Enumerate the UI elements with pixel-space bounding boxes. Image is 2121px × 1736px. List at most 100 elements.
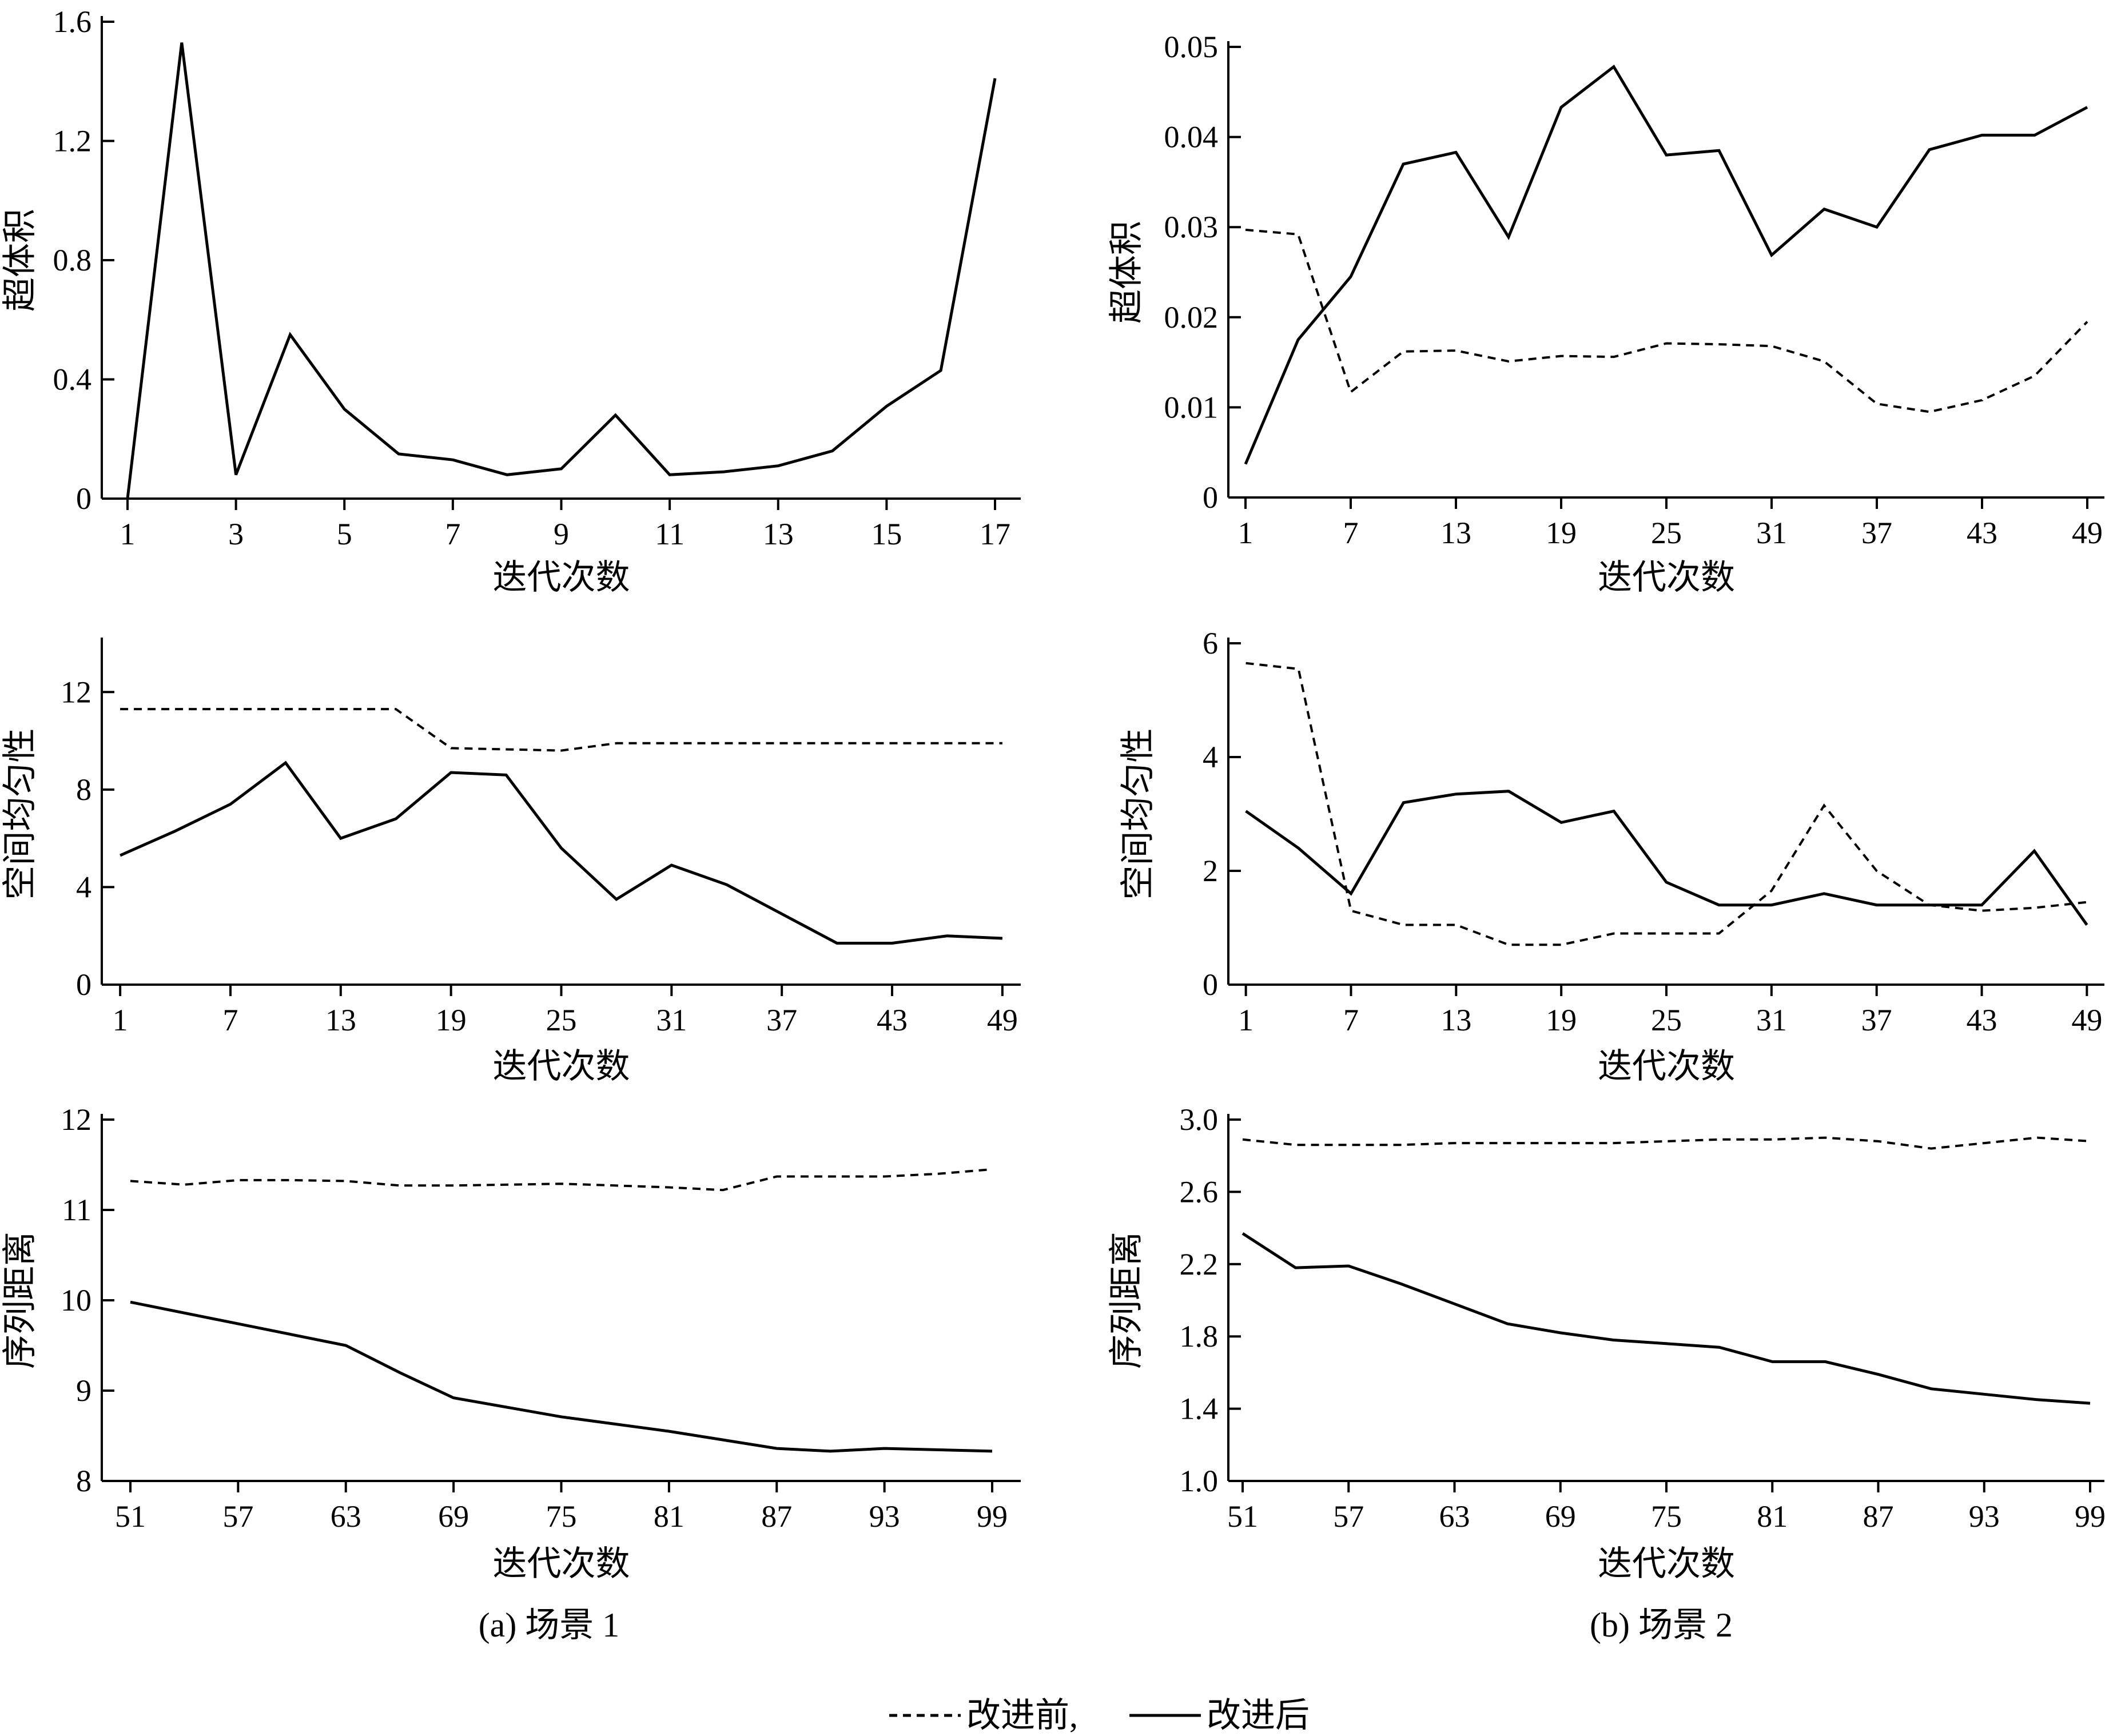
y-tick-label: 1.6 (53, 5, 92, 39)
x-tick-label: 99 (2075, 1499, 2106, 1534)
series-line-before (1245, 662, 2087, 946)
y-tick-label: 12 (61, 675, 91, 709)
x-tick-label: 25 (1651, 516, 1682, 550)
x-axis-label: 迭代次数 (493, 559, 630, 596)
x-tick-label: 37 (766, 1003, 797, 1037)
x-tick-label: 43 (1967, 1003, 1997, 1037)
y-tick-label: 1.4 (1180, 1392, 1219, 1426)
legend-label-before: 改进前, (966, 1697, 1078, 1734)
x-tick-label: 7 (1343, 516, 1359, 550)
caption-scenario-1: (a) 场景 1 (479, 1606, 620, 1644)
y-tick-label: 0.05 (1164, 30, 1219, 64)
series-line-before (1245, 228, 2088, 413)
x-tick-label: 75 (1651, 1499, 1682, 1534)
y-tick-label: 0 (76, 481, 91, 516)
y-tick-label: 0 (1203, 967, 1218, 1002)
chart-b3: 1.0 1.4 1.8 2.2 2.6 3.0 51 57 63 69 75 81 87 93 99 迭代次数… (1108, 1102, 2106, 1583)
x-tick-label: 63 (1439, 1499, 1470, 1534)
series-line-after (120, 761, 1003, 945)
x-tick-label: 69 (1545, 1499, 1576, 1534)
x-tick-label: 15 (871, 517, 902, 551)
x-tick-label: 87 (1863, 1499, 1894, 1534)
x-tick-label: 9 (554, 517, 569, 551)
y-tick-label: 4 (76, 870, 91, 904)
x-tick-label: 19 (1546, 516, 1577, 550)
x-tick-label: 75 (546, 1499, 577, 1534)
x-tick-label: 31 (1756, 1003, 1787, 1037)
y-tick-label: 3.0 (1180, 1102, 1219, 1137)
y-tick-label: 0 (1203, 480, 1218, 515)
y-tick-label: 8 (76, 1464, 91, 1498)
x-tick-label: 49 (2072, 516, 2103, 550)
x-tick-label: 13 (1440, 516, 1471, 550)
x-tick-label: 63 (331, 1499, 361, 1534)
x-tick-label: 87 (761, 1499, 792, 1534)
y-tick-label: 10 (61, 1283, 91, 1317)
series-line-after (1244, 65, 2088, 465)
x-tick-label: 31 (1756, 516, 1787, 550)
caption-scenario-2: (b) 场景 2 (1590, 1606, 1733, 1644)
x-tick-label: 25 (1651, 1003, 1682, 1037)
y-tick-label: 0.04 (1164, 120, 1219, 154)
series-line-after (1245, 790, 2088, 926)
x-tick-label: 3 (228, 517, 244, 551)
legend-label-after: 改进后 (1207, 1697, 1310, 1734)
y-tick-label: 0.02 (1164, 300, 1219, 335)
y-tick-label: 1.2 (53, 124, 92, 158)
y-tick-label: 2 (1203, 854, 1218, 888)
x-tick-label: 51 (115, 1499, 146, 1534)
x-tick-label: 13 (1440, 1003, 1471, 1037)
chart-b2: 0 2 4 6 1 7 13 19 25 31 37 43 49 迭代次数 空间均匀性 (1119, 626, 2104, 1085)
series-line-after (1241, 1232, 2091, 1405)
x-axis-label: 迭代次数 (493, 1545, 630, 1583)
x-tick-label: 25 (546, 1003, 577, 1037)
y-tick-label: 0 (76, 967, 91, 1002)
x-axis-label: 迭代次数 (493, 1048, 630, 1085)
y-tick-label: 6 (1203, 626, 1218, 660)
x-tick-label: 1 (1238, 1003, 1254, 1037)
x-tick-label: 43 (877, 1003, 908, 1037)
y-tick-label: 11 (62, 1193, 91, 1227)
x-tick-label: 19 (436, 1003, 467, 1037)
y-axis-label: 序列距离 (1108, 1232, 1145, 1369)
y-tick-label: 0.8 (53, 243, 92, 277)
x-tick-label: 13 (763, 517, 794, 551)
x-tick-label: 93 (869, 1499, 900, 1534)
x-axis-label: 迭代次数 (1598, 1048, 1735, 1085)
series-line-before (120, 708, 1002, 752)
chart-a3: 8 9 10 11 12 51 57 63 69 75 81 87 93 99 迭代次数 序列距离 (1, 1102, 1021, 1583)
series-line-before (130, 1168, 993, 1192)
x-tick-label: 51 (1227, 1499, 1258, 1534)
x-tick-label: 5 (337, 517, 352, 551)
x-tick-label: 49 (987, 1003, 1018, 1037)
chart-a2: 0 4 8 12 1 7 13 19 25 31 37 43 49 迭代次数 空间均匀性 (1, 638, 1021, 1085)
x-tick-label: 13 (325, 1003, 356, 1037)
y-axis-label: 超体积 (1, 209, 39, 312)
y-tick-label: 2.6 (1180, 1174, 1219, 1209)
x-tick-label: 31 (656, 1003, 687, 1037)
y-tick-label: 2.2 (1180, 1247, 1219, 1281)
x-tick-label: 57 (222, 1499, 253, 1534)
x-tick-label: 99 (977, 1499, 1008, 1534)
x-tick-label: 57 (1333, 1499, 1364, 1534)
x-tick-label: 19 (1546, 1003, 1577, 1037)
x-tick-label: 81 (654, 1499, 685, 1534)
y-tick-label: 9 (76, 1373, 91, 1408)
series-line-after (130, 1300, 993, 1453)
y-axis-label: 空间均匀性 (1, 728, 39, 900)
x-tick-label: 7 (1343, 1003, 1359, 1037)
chart-panels: 00.40.81.21.61 3 5 7 9 11 13 15 17迭代次数超体积00.010.… (1, 5, 2106, 1583)
x-axis-label: 迭代次数 (1598, 559, 1735, 596)
x-tick-label: 1 (1238, 516, 1254, 550)
x-tick-label: 7 (222, 1003, 238, 1037)
series-line-before (1242, 1136, 2091, 1150)
y-tick-label: 8 (76, 773, 91, 807)
y-tick-label: 0.01 (1164, 390, 1219, 424)
legend: 改进前, 改进后 (889, 1697, 1310, 1734)
y-axis-label: 序列距离 (1, 1232, 39, 1369)
x-axis-label: 迭代次数 (1598, 1545, 1735, 1583)
x-tick-label: 1 (113, 1003, 128, 1037)
series-line-after (126, 42, 997, 499)
x-tick-label: 37 (1861, 516, 1892, 550)
